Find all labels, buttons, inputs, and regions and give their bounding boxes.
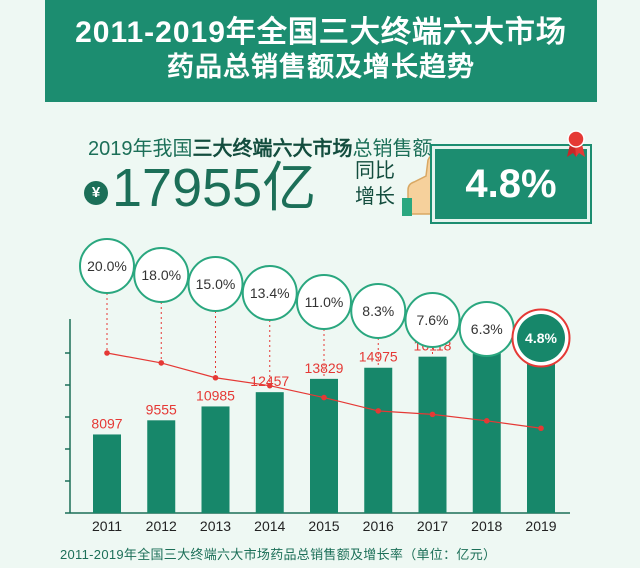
growth-point <box>538 425 544 432</box>
growth-point <box>375 408 382 414</box>
bar <box>472 346 501 513</box>
summary-label: 2019年我国三大终端六大市场总销售额 <box>88 132 433 161</box>
summary-label-prefix: 2019年我国 <box>88 138 193 160</box>
growth-label: 4.8% <box>525 330 557 346</box>
growth-point <box>266 382 273 389</box>
growth-circle <box>517 314 565 362</box>
growth-point <box>483 418 490 424</box>
x-tick-label: 2017 <box>417 518 448 534</box>
growth-circle <box>241 265 298 321</box>
award-ribbon-icon <box>567 130 585 157</box>
x-tick-label: 2015 <box>308 518 339 534</box>
bar <box>255 392 284 513</box>
x-tick-label: 2019 <box>525 518 556 534</box>
total-sales-value: 17955亿 <box>112 158 317 218</box>
growth-circle <box>187 256 244 312</box>
x-tick-label: 2013 <box>200 518 231 534</box>
chart-title-line2: 药品总销售额及增长趋势 <box>167 52 475 82</box>
x-tick-label: 2018 <box>471 518 502 534</box>
sales-growth-chart: 8097955510985124571382914975161181713117… <box>65 238 571 534</box>
growth-point <box>321 394 327 401</box>
yoy-label-line2: 增长 <box>355 186 395 208</box>
bar-value-label: 14975 <box>359 349 398 365</box>
growth-point <box>429 411 436 418</box>
growth-point <box>158 360 165 366</box>
bar <box>147 420 176 513</box>
growth-label: 20.0% <box>87 258 127 274</box>
growth-circle <box>133 247 190 303</box>
growth-label: 7.6% <box>417 312 449 328</box>
bar <box>93 434 121 513</box>
bar-value-label: 10985 <box>196 387 235 403</box>
growth-label: 11.0% <box>305 294 344 310</box>
x-tick-label: 2012 <box>146 518 177 534</box>
yen-icon: ¥ <box>84 181 108 205</box>
footer-caption: 2011-2019年全国三大终端六大市场药品总销售额及增长率（单位：亿元） <box>60 547 497 562</box>
growth-circle <box>296 274 352 330</box>
bar-value-label: 12457 <box>250 373 289 389</box>
x-tick-label: 2011 <box>92 518 122 534</box>
growth-circle <box>350 283 407 339</box>
chart-title-line1: 2011-2019年全国三大终端六大市场 <box>75 16 567 49</box>
yoy-label: 同比 增长 <box>355 158 395 210</box>
bar <box>364 367 393 513</box>
growth-label: 18.0% <box>141 267 181 283</box>
x-tick-label: 2016 <box>363 518 394 534</box>
bar-value-label: 13829 <box>305 360 344 376</box>
bar-value-label: 9555 <box>146 401 177 417</box>
growth-circle <box>404 292 461 348</box>
bar-value-label: 8097 <box>91 415 122 431</box>
yoy-label-line1: 同比 <box>355 160 395 182</box>
growth-point <box>212 374 219 381</box>
growth-circle <box>79 238 135 294</box>
bar <box>201 406 230 513</box>
summary-label-bold: 三大终端六大市场 <box>192 138 353 160</box>
title-banner: 2011-2019年全国三大终端六大市场 药品总销售额及增长趋势 <box>45 0 597 102</box>
growth-label: 13.4% <box>250 285 290 301</box>
growth-label: 6.3% <box>471 321 503 337</box>
growth-value-box: 4.8% <box>432 146 590 222</box>
summary-label-suffix: 总销售额 <box>352 138 433 160</box>
growth-label: 15.0% <box>196 276 236 292</box>
growth-point <box>104 350 110 356</box>
summary-panel: 2019年我国三大终端六大市场总销售额 ¥ 17955亿 同比 增长 4.8% <box>0 102 640 224</box>
bar <box>418 356 447 513</box>
bar <box>310 378 338 513</box>
growth-label: 8.3% <box>362 303 394 319</box>
x-tick-label: 2014 <box>254 518 285 534</box>
